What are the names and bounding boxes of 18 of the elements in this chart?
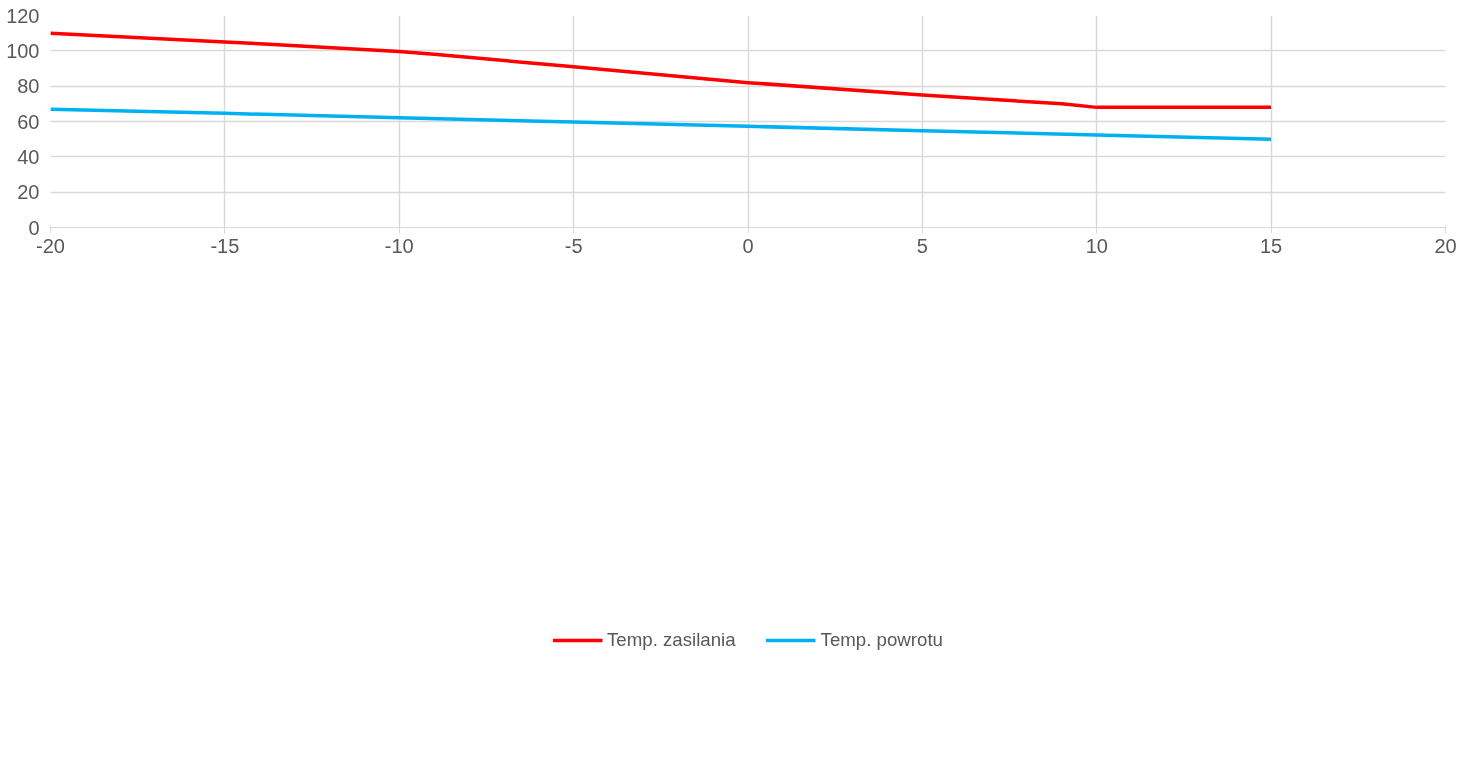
x-tick-label: 20: [1434, 234, 1457, 257]
line-series: [50, 107, 1273, 141]
x-tick-label: 15: [1260, 234, 1283, 257]
line-series: [50, 31, 1273, 110]
legend-label: Temp. zasilania: [607, 628, 736, 651]
x-tick-label: -15: [210, 234, 240, 257]
x-tick-label: 5: [916, 234, 928, 257]
y-tick-label: 120: [6, 4, 40, 27]
y-tick-label: 60: [17, 110, 40, 133]
x-tick-label: 10: [1085, 234, 1108, 257]
x-tick-label: -10: [384, 234, 414, 257]
legend-label: Temp. powrotu: [820, 628, 943, 651]
x-tick-label: 0: [742, 234, 754, 257]
y-tick-label: 80: [17, 75, 40, 98]
x-tick-label: -5: [564, 234, 583, 257]
y-tick-label: 20: [17, 181, 40, 204]
y-tick-label: 100: [6, 39, 40, 62]
y-tick-label: 40: [17, 145, 40, 168]
